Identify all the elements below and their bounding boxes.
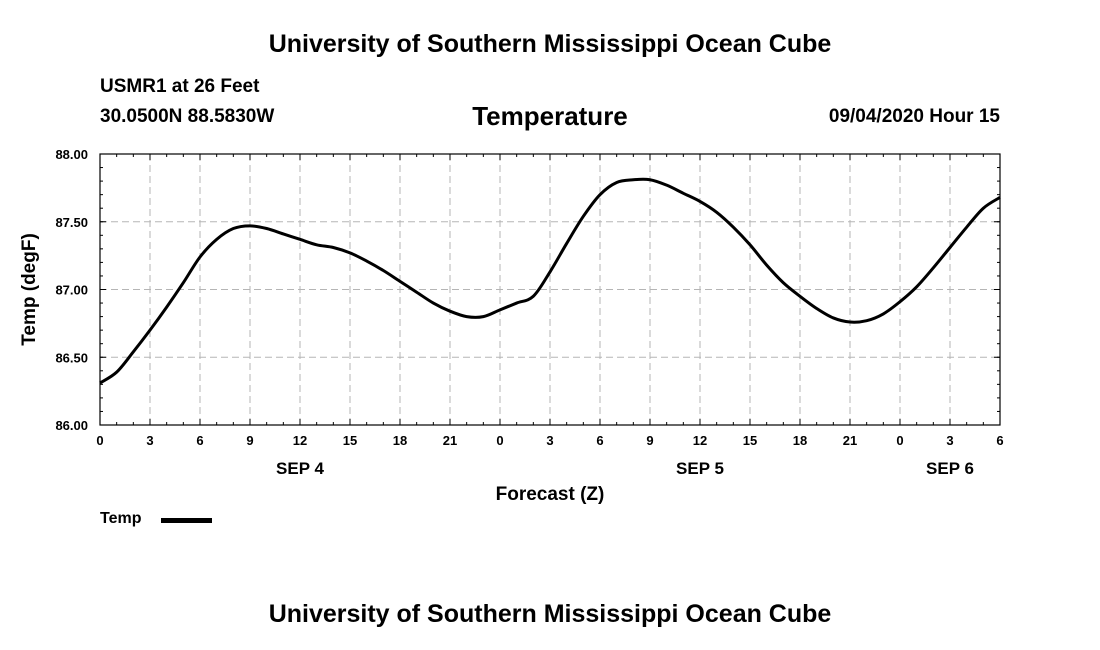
x-tick-label: 6 [196, 433, 203, 448]
y-tick-label: 86.50 [55, 350, 88, 365]
coordinates-label: 30.0500N 88.5830W [100, 106, 275, 127]
x-tick-label: 0 [496, 433, 503, 448]
x-tick-label: 15 [343, 433, 357, 448]
x-tick-label: 0 [96, 433, 103, 448]
grid-lines [100, 154, 1000, 425]
date-label: SEP 5 [676, 459, 724, 478]
x-tick-label: 0 [896, 433, 903, 448]
y-tick-label: 88.00 [55, 147, 88, 162]
x-tick-label: 3 [546, 433, 553, 448]
x-tick-label: 9 [246, 433, 253, 448]
x-axis-label: Forecast (Z) [496, 484, 605, 505]
legend-label: Temp [100, 510, 142, 527]
timestamp-label: 09/04/2020 Hour 15 [828, 106, 1000, 127]
x-tick-label: 6 [996, 433, 1003, 448]
y-tick-label: 86.00 [55, 418, 88, 433]
x-tick-label: 21 [843, 433, 857, 448]
date-label: SEP 6 [926, 459, 974, 478]
x-tick-label: 15 [743, 433, 757, 448]
x-tick-label: 12 [293, 433, 307, 448]
legend-swatch [161, 518, 212, 523]
y-axis-label: Temp (degF) [19, 233, 40, 346]
series-layer [99, 177, 1001, 385]
x-tick-label: 21 [443, 433, 457, 448]
x-tick-label: 12 [693, 433, 707, 448]
x-tick-label: 18 [393, 433, 407, 448]
x-tick-label: 6 [596, 433, 603, 448]
chart-title: Temperature [472, 101, 628, 131]
footer-title: University of Southern Mississippi Ocean… [268, 600, 832, 628]
y-tick-label: 87.00 [55, 283, 88, 298]
x-tick-label: 3 [146, 433, 153, 448]
plot-frame [99, 153, 1001, 426]
date-label: SEP 4 [276, 459, 324, 478]
x-tick-label: 3 [946, 433, 953, 448]
y-tick-label: 87.50 [55, 215, 88, 230]
series-line-temp [99, 177, 1001, 385]
x-tick-label: 9 [646, 433, 653, 448]
axes: 0 3 6 9 12 15 18 21 0 3 6 9 12 15 18 21 0 3 6 86.00 86.50 87.… [19, 147, 1004, 505]
station-label: USMR1 at 26 Feet [100, 76, 260, 97]
x-tick-label: 18 [793, 433, 807, 448]
page-title: University of Southern Mississippi Ocean… [268, 30, 832, 58]
